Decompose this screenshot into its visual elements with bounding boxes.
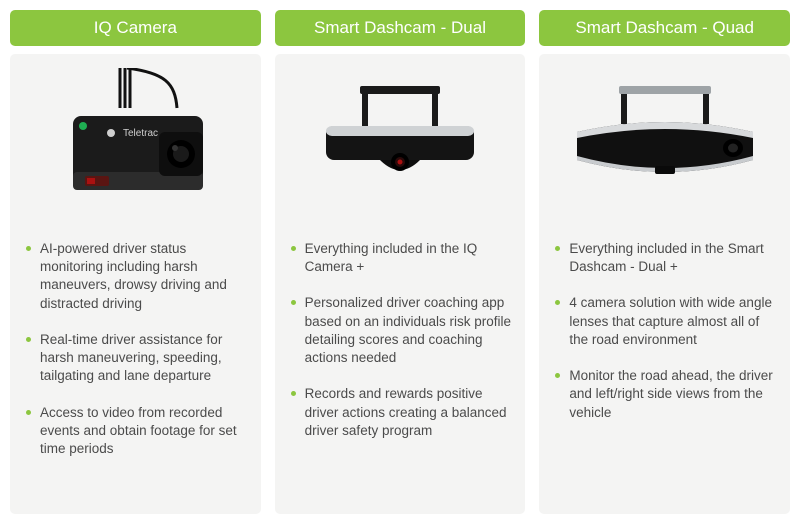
product-image-dashcam-quad [553, 68, 776, 218]
dashcam-quad-icon [555, 68, 775, 218]
product-header: Smart Dashcam - Dual [275, 10, 526, 46]
product-header: IQ Camera [10, 10, 261, 46]
product-column-dashcam-dual: Smart Dashcam - Dual Everything included… [275, 10, 526, 514]
feature-item: AI-powered driver status monitoring incl… [24, 240, 247, 313]
product-header: Smart Dashcam - Quad [539, 10, 790, 46]
product-comparison-grid: IQ Camera Teletrac [10, 10, 790, 514]
feature-list: Everything included in the IQ Camera + P… [289, 240, 512, 440]
feature-item: Everything included in the Smart Dashcam… [553, 240, 776, 276]
feature-list: AI-powered driver status monitoring incl… [24, 240, 247, 458]
product-card: Everything included in the Smart Dashcam… [539, 54, 790, 514]
feature-item: Records and rewards positive driver acti… [289, 385, 512, 440]
product-column-iq-camera: IQ Camera Teletrac [10, 10, 261, 514]
product-image-iq-camera: Teletrac [24, 68, 247, 218]
feature-item: Monitor the road ahead, the driver and l… [553, 367, 776, 422]
product-column-dashcam-quad: Smart Dashcam - Quad Everything included… [539, 10, 790, 514]
brand-label: Teletrac [123, 128, 158, 139]
feature-item: Real-time driver assistance for harsh ma… [24, 331, 247, 386]
iq-camera-icon: Teletrac [25, 68, 245, 218]
feature-item: Everything included in the IQ Camera + [289, 240, 512, 276]
feature-item: Access to video from recorded events and… [24, 404, 247, 459]
dashcam-dual-icon [290, 68, 510, 218]
feature-item: Personalized driver coaching app based o… [289, 294, 512, 367]
feature-list: Everything included in the Smart Dashcam… [553, 240, 776, 422]
product-card: Teletrac AI-powered driver status monito… [10, 54, 261, 514]
product-image-dashcam-dual [289, 68, 512, 218]
feature-item: 4 camera solution with wide angle lenses… [553, 294, 776, 349]
product-card: Everything included in the IQ Camera + P… [275, 54, 526, 514]
